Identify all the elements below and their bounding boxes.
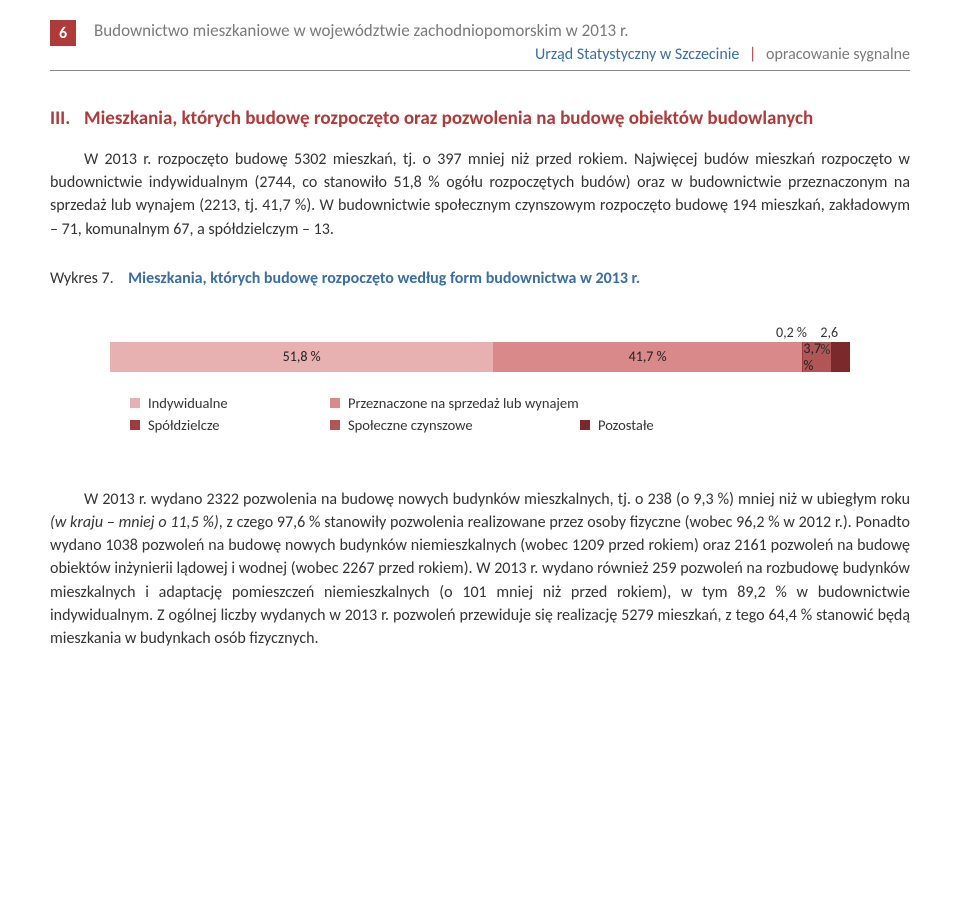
header-subtitle: Urząd Statystyczny w Szczecinie | opraco… <box>94 45 910 64</box>
legend-item: Indywidualne <box>130 394 330 412</box>
header-separator: | <box>743 45 762 64</box>
section-title: Mieszkania, których budowę rozpoczęto or… <box>84 107 910 130</box>
paragraph-1: W 2013 r. rozpoczęto budowę 5302 mieszka… <box>50 148 910 241</box>
legend-label: Indywidualne <box>148 394 228 412</box>
legend-label: Przeznaczone na sprzedaż lub wynajem <box>348 394 579 412</box>
chart-top-label: 0,2 % <box>776 324 807 341</box>
section-heading: III. Mieszkania, których budowę rozpoczę… <box>50 107 910 130</box>
page-number-badge: 6 <box>50 20 76 46</box>
legend-label: Spółdzielcze <box>148 416 219 434</box>
chart-bar: 51,8 %41,7 %3,7 % <box>110 342 850 372</box>
legend-swatch <box>130 398 140 408</box>
chart-top-labels: 0,2 %2,6 % <box>110 324 850 342</box>
legend-swatch <box>130 420 140 430</box>
paragraph-2: W 2013 r. wydano 2322 pozwolenia na budo… <box>50 488 910 650</box>
header-texts: Budownictwo mieszkaniowe w województwie … <box>94 20 910 64</box>
chart-top-label: 2,6 % <box>820 324 850 358</box>
section-roman: III. <box>50 107 84 130</box>
legend-item: Pozostałe <box>580 416 830 434</box>
chart-legend: Indywidualne Przeznaczone na sprzedaż lub… <box>130 394 830 434</box>
legend-item: Spółdzielcze <box>130 416 330 434</box>
chart-label: Wykres 7. Mieszkania, których budowę roz… <box>50 269 910 288</box>
header-title: Budownictwo mieszkaniowe w województwie … <box>94 20 910 41</box>
legend-swatch <box>580 420 590 430</box>
header-signal: opracowanie sygnalne <box>766 45 910 64</box>
legend-label: Społeczne czynszowe <box>348 416 473 434</box>
legend-swatch <box>330 398 340 408</box>
legend-label: Pozostałe <box>598 416 654 434</box>
legend-item: Społeczne czynszowe <box>330 416 580 434</box>
legend-swatch <box>330 420 340 430</box>
chart-label-prefix: Wykres 7. <box>50 269 114 288</box>
chart-segment: 51,8 % <box>110 342 493 372</box>
page-header: 6 Budownictwo mieszkaniowe w województwi… <box>50 20 910 71</box>
chart-caption: Mieszkania, których budowę rozpoczęto we… <box>128 269 640 288</box>
paragraph-2a: W 2013 r. wydano 2322 pozwolenia na budo… <box>84 490 910 509</box>
chart-segment: 41,7 % <box>493 342 802 372</box>
header-office: Urząd Statystyczny w Szczecinie <box>535 45 739 64</box>
stacked-bar-chart: 0,2 %2,6 % 51,8 %41,7 %3,7 % Indywidualn… <box>110 324 850 434</box>
paragraph-2b: , z czego 97,6 % stanowiły pozwolenia re… <box>50 513 910 648</box>
legend-item: Przeznaczone na sprzedaż lub wynajem <box>330 394 830 412</box>
paragraph-2-italic: (w kraju – mniej o 11,5 %) <box>50 513 219 532</box>
